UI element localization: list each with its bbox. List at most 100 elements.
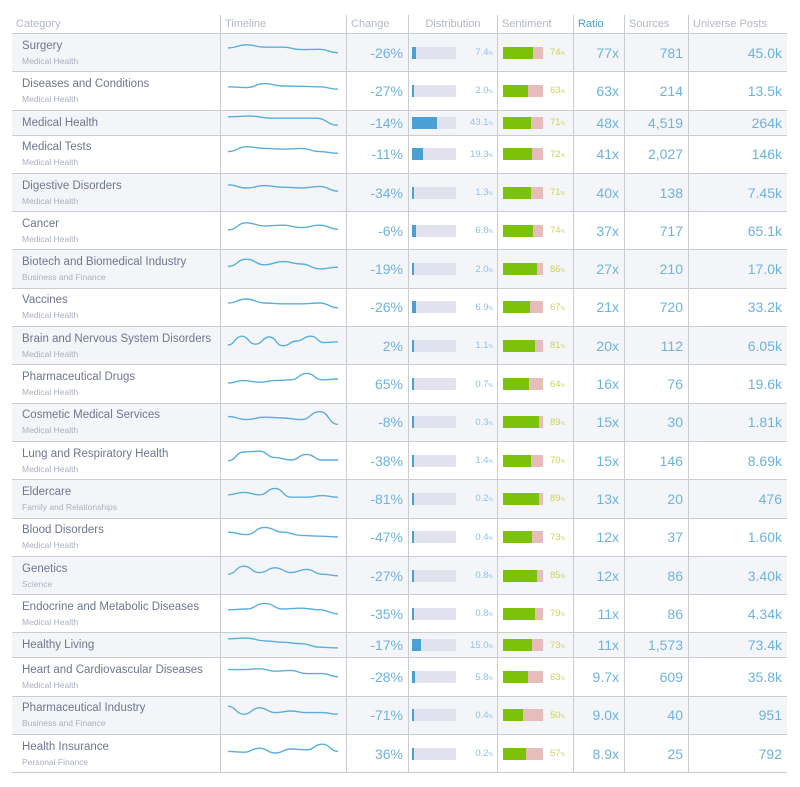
table-row[interactable]: Blood Disorders Medical Health -47% 0.4%… (12, 518, 787, 557)
sentiment-bar-fill (503, 116, 532, 129)
table-row[interactable]: Pharmaceutical Industry Business and Fin… (12, 696, 787, 735)
category-cell[interactable]: Diseases and Conditions Medical Health (12, 72, 220, 110)
sparkline-chart (228, 410, 339, 425)
category-cell[interactable]: Lung and Respiratory Health Medical Heal… (12, 441, 220, 480)
ratio-value: 11x (574, 595, 624, 633)
sentiment-bar-fill (503, 416, 539, 429)
table-row[interactable]: Vaccines Medical Health -26% 6.9% 67% 21… (12, 288, 787, 327)
table-row[interactable]: Digestive Disorders Medical Health -34% … (12, 173, 787, 212)
column-header-ratio[interactable]: Ratio (574, 15, 624, 33)
column-header-timeline[interactable]: Timeline (221, 15, 346, 33)
column-header-category[interactable]: Category (12, 15, 220, 33)
distribution-value: 0.4% (475, 709, 493, 721)
category-name[interactable]: Genetics (22, 562, 68, 575)
category-parent: Medical Health (22, 195, 79, 206)
sentiment-cell: 89% (498, 480, 573, 518)
table-row[interactable]: Pharmaceutical Drugs Medical Health 65% … (12, 365, 787, 403)
category-name[interactable]: Lung and Respiratory Health (22, 447, 169, 460)
table-row[interactable]: Heart and Cardiovascular Diseases Medica… (12, 658, 787, 696)
sparkline-chart (228, 145, 339, 154)
category-cell[interactable]: Blood Disorders Medical Health (12, 518, 220, 556)
category-name[interactable]: Cosmetic Medical Services (22, 409, 161, 422)
category-name[interactable]: Brain and Nervous System Disorders (22, 332, 212, 345)
category-cell[interactable]: Vaccines Medical Health (12, 288, 220, 327)
category-name[interactable]: Eldercare (22, 485, 72, 498)
table-row[interactable]: Genetics Science -27% 0.8% 85% 12x 86 3.… (12, 556, 787, 595)
category-cell[interactable]: Endocrine and Metabolic Diseases Medical… (12, 595, 220, 633)
distribution-bar (412, 46, 456, 59)
category-cell[interactable]: Health Insurance Personal Finance (12, 735, 220, 773)
category-cell[interactable]: Pharmaceutical Drugs Medical Health (12, 365, 220, 403)
category-name[interactable]: Health Insurance (22, 740, 109, 753)
table-row[interactable]: Health Insurance Personal Finance 36% 0.… (12, 735, 787, 773)
distribution-value: 0.8% (475, 608, 493, 620)
column-header-distribution[interactable]: Distribution (409, 15, 497, 33)
category-name[interactable]: Digestive Disorders (22, 179, 122, 192)
category-parent: Family and Relationships (22, 501, 117, 512)
category-cell[interactable]: Heart and Cardiovascular Diseases Medica… (12, 658, 220, 696)
category-cell[interactable]: Digestive Disorders Medical Health (12, 173, 220, 212)
category-name[interactable]: Diseases and Conditions (22, 77, 150, 90)
timeline-cell (221, 556, 346, 595)
column-header-sources[interactable]: Sources (625, 15, 688, 33)
sentiment-cell: 89% (498, 403, 573, 441)
sentiment-value: 71% (550, 117, 566, 129)
timeline-cell (221, 658, 346, 696)
column-header-sentiment[interactable]: Sentiment (498, 15, 573, 33)
distribution-bar-fill (412, 454, 414, 467)
column-header-universe-posts[interactable]: Universe Posts (689, 15, 787, 33)
category-name[interactable]: Heart and Cardiovascular Diseases (22, 664, 203, 677)
table-row[interactable]: Endocrine and Metabolic Diseases Medical… (12, 595, 787, 633)
table-row[interactable]: Medical Tests Medical Health -11% 19.3% … (12, 135, 787, 174)
table-row[interactable]: Cancer Medical Health -6% 6.8% 74% 37x 7… (12, 212, 787, 250)
ratio-value: 40x (574, 173, 624, 212)
table-row[interactable]: Cosmetic Medical Services Medical Health… (12, 403, 787, 442)
category-cell[interactable]: Medical Tests Medical Health (12, 135, 220, 173)
sentiment-bar (503, 747, 543, 760)
category-name[interactable]: Medical Health (22, 116, 99, 129)
distribution-value: 0.2% (475, 748, 493, 760)
distribution-bar-fill (412, 671, 416, 684)
category-cell[interactable]: Brain and Nervous System Disorders Medic… (12, 327, 220, 365)
category-cell[interactable]: Cosmetic Medical Services Medical Health (12, 403, 220, 441)
category-parent: Medical Health (22, 463, 79, 474)
table-row[interactable]: Diseases and Conditions Medical Health -… (12, 72, 787, 110)
category-name[interactable]: Medical Tests (22, 141, 92, 154)
table-row[interactable]: Eldercare Family and Relationships -81% … (12, 480, 787, 518)
table-row[interactable]: Brain and Nervous System Disorders Medic… (12, 327, 787, 365)
category-name[interactable]: Pharmaceutical Drugs (22, 371, 136, 384)
category-cell[interactable]: Biotech and Biomedical Industry Business… (12, 250, 220, 288)
category-cell[interactable]: Medical Health (12, 110, 220, 135)
sources-value: 37 (625, 518, 688, 556)
category-name[interactable]: Vaccines (22, 294, 68, 307)
distribution-bar-fill (412, 531, 414, 544)
category-name[interactable]: Surgery (22, 39, 63, 52)
distribution-bar (412, 339, 456, 352)
table-row[interactable]: Medical Health -14% 43.1% 71% 48x 4,519 … (12, 110, 787, 136)
category-name[interactable]: Biotech and Biomedical Industry (22, 256, 187, 269)
category-name[interactable]: Endocrine and Metabolic Diseases (22, 600, 200, 613)
ratio-value: 15x (574, 441, 624, 480)
table-row[interactable]: Biotech and Biomedical Industry Business… (12, 250, 787, 288)
table-row[interactable]: Surgery Medical Health -26% 7.4% 74% 77x… (12, 34, 787, 72)
sentiment-bar (503, 263, 543, 276)
table-row[interactable]: Healthy Living -17% 15.0% 73% 11x 1,573 … (12, 633, 787, 658)
change-value: -28% (347, 658, 408, 696)
category-name[interactable]: Pharmaceutical Industry (22, 702, 146, 715)
sparkline-chart (228, 705, 339, 715)
distribution-value: 15.0% (470, 639, 493, 651)
column-header-change[interactable]: Change (347, 15, 408, 33)
table-row[interactable]: Lung and Respiratory Health Medical Heal… (12, 441, 787, 480)
sentiment-value: 85% (550, 570, 566, 581)
timeline-cell (221, 212, 346, 250)
category-name[interactable]: Blood Disorders (22, 524, 104, 537)
category-cell[interactable]: Surgery Medical Health (12, 34, 220, 72)
category-cell[interactable]: Genetics Science (12, 556, 220, 595)
category-cell[interactable]: Healthy Living (12, 633, 220, 658)
category-name[interactable]: Cancer (22, 217, 60, 230)
category-cell[interactable]: Pharmaceutical Industry Business and Fin… (12, 696, 220, 735)
category-cell[interactable]: Eldercare Family and Relationships (12, 480, 220, 518)
category-cell[interactable]: Cancer Medical Health (12, 212, 220, 250)
category-name[interactable]: Healthy Living (22, 639, 95, 652)
ratio-value: 16x (574, 365, 624, 403)
